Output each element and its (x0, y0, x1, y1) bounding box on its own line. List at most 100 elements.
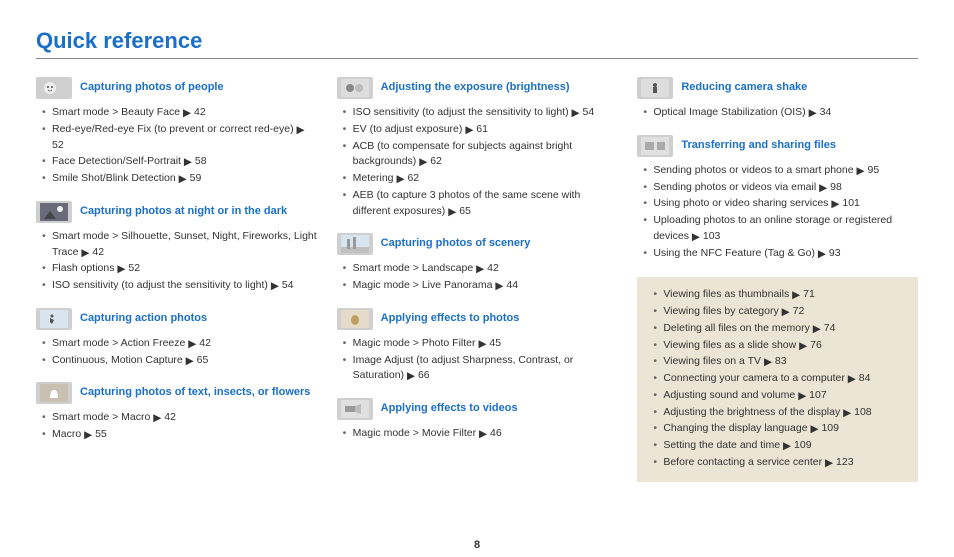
item-text: Viewing files on a TV (663, 355, 764, 367)
section-header: Applying effects to videos (337, 398, 618, 420)
page-ref-arrow-icon: ▶ (856, 164, 864, 180)
list-item: Viewing files by category ▶ 72 (653, 304, 908, 320)
page-ref-arrow-icon: ▶ (188, 337, 196, 353)
page-ref[interactable]: 62 (427, 155, 442, 167)
page-ref[interactable]: 65 (194, 354, 209, 366)
list-item: Smart mode > Silhouette, Sunset, Night, … (42, 229, 317, 261)
page-ref[interactable]: 62 (405, 172, 420, 184)
item-list: Smart mode > Macro ▶ 42Macro ▶ 55 (36, 410, 317, 443)
page-ref[interactable]: 98 (827, 181, 842, 193)
page-ref[interactable]: 108 (851, 406, 871, 418)
list-item: Sending photos or videos via email ▶ 98 (643, 180, 918, 196)
list-item: Deleting all files on the memory ▶ 74 (653, 321, 908, 337)
page-ref[interactable]: 42 (191, 106, 206, 118)
list-item: AEB (to capture 3 photos of the same sce… (343, 188, 618, 220)
page-ref[interactable]: 42 (196, 337, 211, 349)
page-ref[interactable]: 46 (487, 427, 502, 439)
scenery-icon (337, 233, 373, 255)
page-ref-arrow-icon: ▶ (117, 262, 125, 278)
page-ref[interactable]: 109 (819, 422, 839, 434)
section-title: Applying effects to photos (381, 312, 520, 326)
page-ref[interactable]: 74 (821, 322, 836, 334)
page-ref-arrow-icon: ▶ (831, 197, 839, 213)
page-ref[interactable]: 103 (700, 230, 720, 242)
item-list: Magic mode > Photo Filter ▶ 45Image Adju… (337, 336, 618, 384)
list-item: Smart mode > Action Freeze ▶ 42 (42, 336, 317, 352)
item-text: Magic mode > Live Panorama (353, 279, 496, 291)
section-header: Transferring and sharing files (637, 135, 918, 157)
page-ref-arrow-icon: ▶ (825, 456, 833, 472)
page-ref[interactable]: 109 (791, 439, 811, 451)
page-ref-arrow-icon: ▶ (813, 322, 821, 338)
section: Capturing action photos Smart mode > Acti… (36, 308, 317, 369)
list-item: ACB (to compensate for subjects against … (343, 139, 618, 171)
item-text: ISO sensitivity (to adjust the sensitivi… (353, 106, 572, 118)
page-ref-arrow-icon: ▶ (692, 230, 700, 246)
item-text: Before contacting a service center (663, 456, 825, 468)
page-ref[interactable]: 65 (456, 205, 471, 217)
page-ref[interactable]: 58 (192, 155, 207, 167)
page-ref-arrow-icon: ▶ (798, 389, 806, 405)
item-text: Viewing files as a slide show (663, 339, 799, 351)
item-text: Macro (52, 428, 84, 440)
page-ref[interactable]: 45 (487, 337, 502, 349)
page-ref[interactable]: 84 (856, 372, 871, 384)
item-text: Setting the date and time (663, 439, 783, 451)
section-title: Capturing photos of scenery (381, 237, 531, 251)
item-list: Viewing files as thumbnails ▶ 71Viewing … (647, 287, 908, 470)
page-ref[interactable]: 54 (279, 279, 294, 291)
page-ref-arrow-icon: ▶ (819, 181, 827, 197)
item-text: Smart mode > Landscape (353, 262, 476, 274)
page-ref[interactable]: 52 (125, 262, 140, 274)
page-ref[interactable]: 52 (52, 139, 64, 151)
item-text: Smart mode > Macro (52, 411, 153, 423)
page-ref[interactable]: 101 (839, 197, 859, 209)
page-ref[interactable]: 55 (92, 428, 107, 440)
page-ref[interactable]: 42 (161, 411, 176, 423)
section: Capturing photos of text, insects, or fl… (36, 382, 317, 443)
list-item: Viewing files on a TV ▶ 83 (653, 354, 908, 370)
item-text: Adjusting the brightness of the display (663, 406, 843, 418)
page-ref-arrow-icon: ▶ (153, 411, 161, 427)
page-ref[interactable]: 59 (187, 172, 202, 184)
item-text: Uploading photos to an online storage or… (653, 214, 892, 242)
page-ref-arrow-icon: ▶ (799, 339, 807, 355)
page-ref[interactable]: 54 (580, 106, 595, 118)
section: Capturing photos of peopleSmart mode > B… (36, 77, 317, 187)
page-ref[interactable]: 42 (89, 246, 104, 258)
page-ref-arrow-icon: ▶ (848, 372, 856, 388)
item-text: Continuous, Motion Capture (52, 354, 186, 366)
item-text: Red-eye/Red-eye Fix (to prevent or corre… (52, 123, 297, 135)
page-ref[interactable]: 93 (826, 247, 841, 259)
list-item: ISO sensitivity (to adjust the sensitivi… (42, 278, 317, 294)
page-ref[interactable]: 123 (833, 456, 853, 468)
list-item: Magic mode > Live Panorama ▶ 44 (343, 278, 618, 294)
page-ref[interactable]: 71 (800, 288, 815, 300)
item-list: Smart mode > Beauty Face ▶ 42 Red-eye/Red… (36, 105, 317, 187)
page-ref[interactable]: 61 (473, 123, 488, 135)
page-ref[interactable]: 42 (484, 262, 499, 274)
page-title: Quick reference (36, 28, 918, 54)
page-ref[interactable]: 95 (865, 164, 880, 176)
item-list: Smart mode > Landscape ▶ 42Magic mode > … (337, 261, 618, 294)
page-ref-arrow-icon: ▶ (186, 354, 194, 370)
page-ref[interactable]: 44 (503, 279, 518, 291)
page-ref[interactable]: 83 (772, 355, 787, 367)
item-text: EV (to adjust exposure) (353, 123, 466, 135)
page-ref-arrow-icon: ▶ (810, 422, 818, 438)
list-item: Viewing files as thumbnails ▶ 71 (653, 287, 908, 303)
face-icon (36, 77, 72, 99)
page-ref[interactable]: 34 (817, 106, 832, 118)
page-ref[interactable]: 66 (415, 369, 430, 381)
page-ref[interactable]: 107 (806, 389, 826, 401)
page-ref-arrow-icon: ▶ (297, 123, 305, 139)
list-item: Smart mode > Beauty Face ▶ 42 (42, 105, 317, 121)
section-title: Applying effects to videos (381, 402, 518, 416)
page-ref[interactable]: 72 (790, 305, 805, 317)
page-ref-arrow-icon: ▶ (479, 427, 487, 443)
page-ref[interactable]: 76 (807, 339, 822, 351)
page-ref-arrow-icon: ▶ (396, 172, 404, 188)
section-title: Capturing action photos (80, 312, 207, 326)
item-text: ISO sensitivity (to adjust the sensitivi… (52, 279, 271, 291)
section: Adjusting the exposure (brightness)ISO s… (337, 77, 618, 219)
